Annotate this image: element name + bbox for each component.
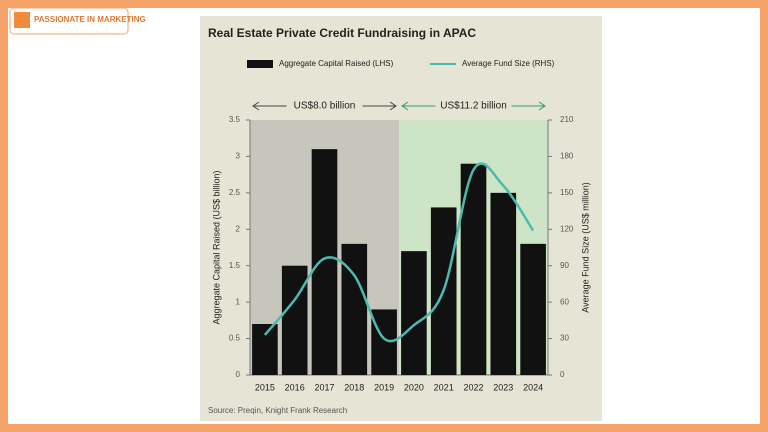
bracket-arrow: [252, 101, 397, 111]
y-tick-label: 2.5: [229, 188, 241, 197]
y-tick-label: 0: [236, 370, 241, 379]
x-tick-label: 2020: [404, 382, 424, 392]
legend-label: Aggregate Capital Raised (LHS): [279, 59, 394, 68]
y-tick-label: 1.5: [229, 261, 241, 270]
bracket-label-bg: [435, 98, 512, 114]
y2-tick-label: 60: [560, 297, 569, 306]
annotation: US$8.0 billion: [294, 101, 356, 112]
y2-tick-label: 210: [560, 115, 574, 124]
x-tick-label: 2022: [463, 382, 483, 392]
y2-tick-label: 30: [560, 334, 569, 343]
x-tick-label: 2019: [374, 382, 394, 392]
x-tick-label: 2023: [493, 382, 513, 392]
source: Source: Preqin, Knight Frank Research: [208, 406, 347, 415]
y-tick-label: 3.5: [229, 115, 241, 124]
logo-box: [9, 7, 129, 35]
y-axis-label: Aggregate Capital Raised (US$ billion): [211, 170, 221, 324]
logo-icon: [14, 12, 30, 28]
y-tick-label: 1: [236, 297, 241, 306]
x-tick-label: 2016: [285, 382, 305, 392]
y2-tick-label: 90: [560, 261, 569, 270]
y2-tick-label: 150: [560, 188, 574, 197]
x-tick-label: 2015: [255, 382, 275, 392]
x-tick-label: 2024: [523, 382, 543, 392]
y-tick-label: 0.5: [229, 334, 241, 343]
x-tick-label: 2018: [344, 382, 364, 392]
legend-label: Average Fund Size (RHS): [462, 59, 555, 68]
y2-axis-label: Average Fund Size (US$ million): [580, 182, 590, 312]
bar: [311, 149, 338, 375]
y2-tick-label: 180: [560, 152, 574, 161]
bar: [252, 324, 278, 375]
bar: [281, 265, 308, 375]
x-tick-label: 2021: [434, 382, 454, 392]
line: [263, 162, 535, 343]
y-tick-label: 2: [236, 224, 241, 233]
bar: [401, 251, 427, 375]
y-tick-label: 3: [236, 152, 241, 161]
bracket-label-bg: [286, 98, 363, 114]
legend-swatch: [247, 60, 273, 68]
bar: [371, 309, 397, 375]
y2-tick-label: 0: [560, 370, 565, 379]
bar: [490, 192, 517, 375]
logo-text: PASSIONATE IN MARKETING: [34, 15, 146, 24]
bracket-arrow: [401, 101, 546, 111]
y2-tick-label: 120: [560, 224, 574, 233]
bar: [520, 243, 546, 375]
chart-title: Real Estate Private Credit Fundraising i…: [208, 26, 476, 40]
annotation: US$11.2 billion: [440, 101, 507, 112]
x-tick-label: 2017: [314, 382, 334, 392]
